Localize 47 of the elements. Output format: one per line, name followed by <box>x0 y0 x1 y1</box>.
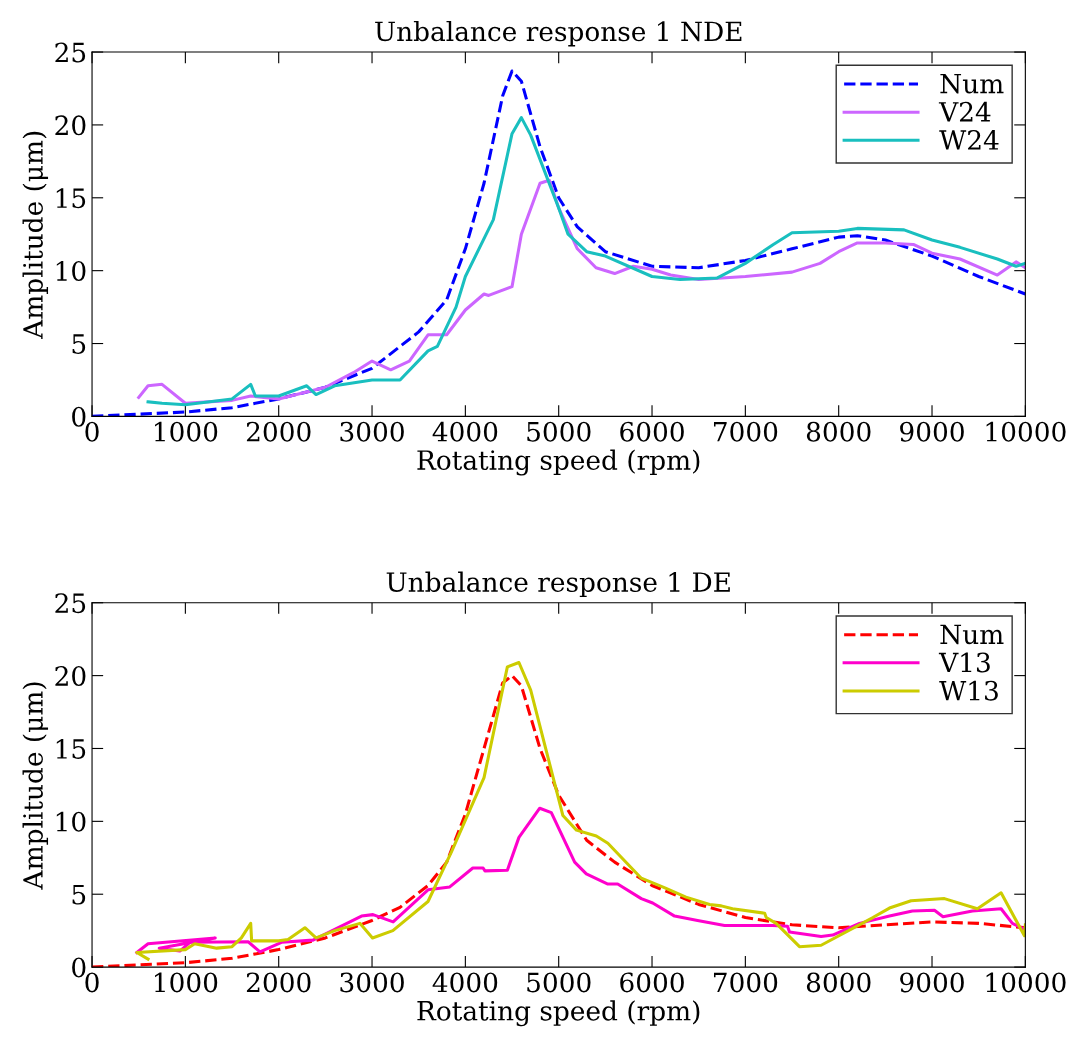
x-tick-label: 3000 <box>340 972 404 993</box>
x-tick-label: 1000 <box>155 972 218 993</box>
y-axis-title: Amplitude (μm) <box>22 131 49 339</box>
y-tick-label: 10 <box>56 261 86 282</box>
x-tick-label: 7000 <box>713 972 778 993</box>
y-tick-label: 0 <box>72 957 86 978</box>
legend-label: Num <box>940 73 1004 94</box>
x-tick-label: 10000 <box>986 421 1066 442</box>
x-tick-label: 4000 <box>432 421 498 442</box>
y-axis-title: Amplitude (μm) <box>22 682 49 890</box>
y-tick-label: 0 <box>72 406 86 427</box>
y-tick-label: 20 <box>55 666 86 687</box>
legend-label: Num <box>940 624 1004 645</box>
x-tick-label: 9000 <box>900 421 964 442</box>
line-series <box>135 806 1026 955</box>
x-tick-label: 9000 <box>900 972 964 993</box>
x-tick-label: 8000 <box>806 972 871 993</box>
y-tick-label: 5 <box>72 334 86 354</box>
legend-label: V13 <box>938 652 990 673</box>
legend-label: W13 <box>939 680 998 701</box>
chart-title: Unbalance response 1 DE <box>386 571 730 598</box>
x-tick-label: 0 <box>85 972 99 993</box>
x-tick-label: 6000 <box>620 972 684 993</box>
chart-title: Unbalance response 1 NDE <box>375 20 742 47</box>
y-tick-label: 15 <box>56 188 86 209</box>
y-tick-label: 25 <box>55 593 86 614</box>
x-axis-title: Rotating speed (rpm) <box>417 1000 700 1027</box>
x-tick-label: 5000 <box>527 972 591 993</box>
x-axis-title: Rotating speed (rpm) <box>417 449 700 476</box>
y-tick-label: 20 <box>55 115 86 136</box>
x-tick-label: 4000 <box>432 972 498 993</box>
x-tick-label: 3000 <box>340 421 404 442</box>
x-tick-label: 2000 <box>246 421 311 442</box>
x-tick-label: 0 <box>85 421 99 442</box>
legend-label: W24 <box>939 129 999 150</box>
x-tick-label: 7000 <box>713 421 778 442</box>
y-tick-label: 10 <box>56 811 86 832</box>
y-tick-label: 15 <box>56 738 86 759</box>
x-tick-label: 2000 <box>246 972 311 993</box>
x-tick-label: 10000 <box>986 972 1066 993</box>
x-tick-label: 1000 <box>155 421 218 442</box>
y-tick-label: 25 <box>55 42 86 63</box>
x-tick-label: 5000 <box>527 421 591 442</box>
x-tick-label: 6000 <box>620 421 684 442</box>
legend-label: V24 <box>938 101 991 122</box>
y-tick-label: 5 <box>72 885 86 905</box>
x-tick-label: 8000 <box>806 421 871 442</box>
